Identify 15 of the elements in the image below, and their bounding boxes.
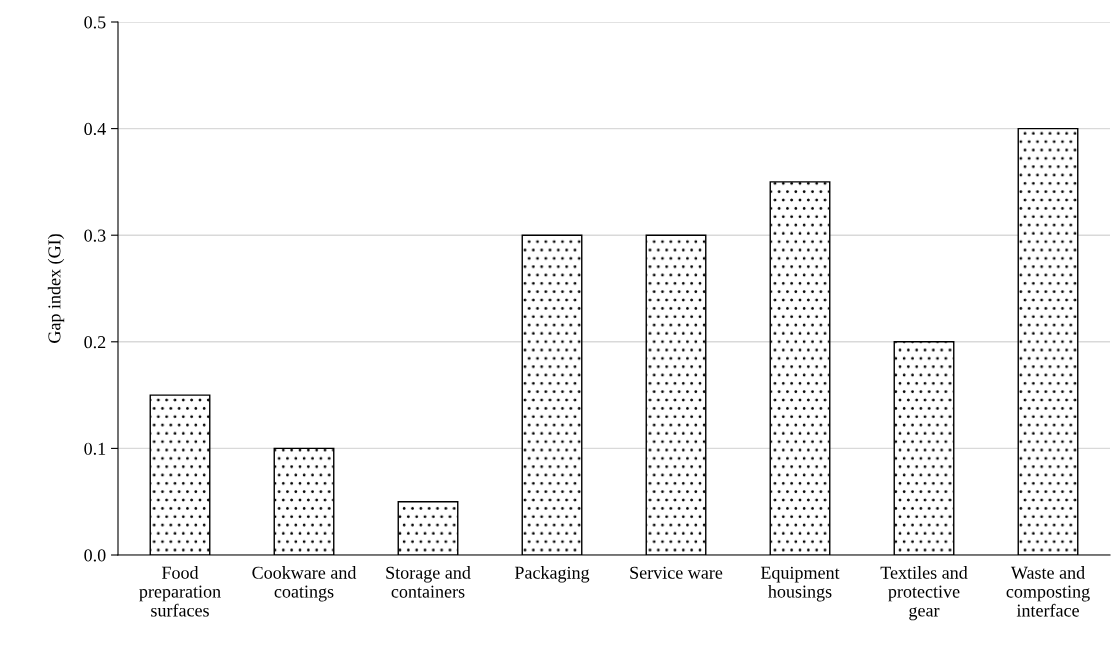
- x-tick-label: Textiles and protective gear: [880, 566, 968, 621]
- x-tick-label: Food preparation surfaces: [139, 566, 221, 617]
- y-tick-label: 0.5: [84, 16, 106, 29]
- y-tick-label: 0.2: [84, 336, 106, 349]
- x-tick-label: Storage and containers: [386, 566, 471, 598]
- x-tick-label: Waste and composting interface: [1006, 566, 1090, 617]
- y-tick-label: 0.3: [84, 229, 106, 242]
- y-tick-label: 0.0: [84, 549, 106, 562]
- x-tick-label: Service ware: [630, 566, 723, 579]
- x-tick-label: Packaging: [514, 566, 590, 583]
- y-tick-label: 0.4: [84, 122, 106, 136]
- x-tick-label: Cookware and coatings: [252, 566, 357, 602]
- y-axis-title: Gap index (GI): [47, 234, 65, 343]
- x-tick-label: Equipment housings: [760, 566, 840, 602]
- y-tick-label: 0.1: [84, 442, 106, 455]
